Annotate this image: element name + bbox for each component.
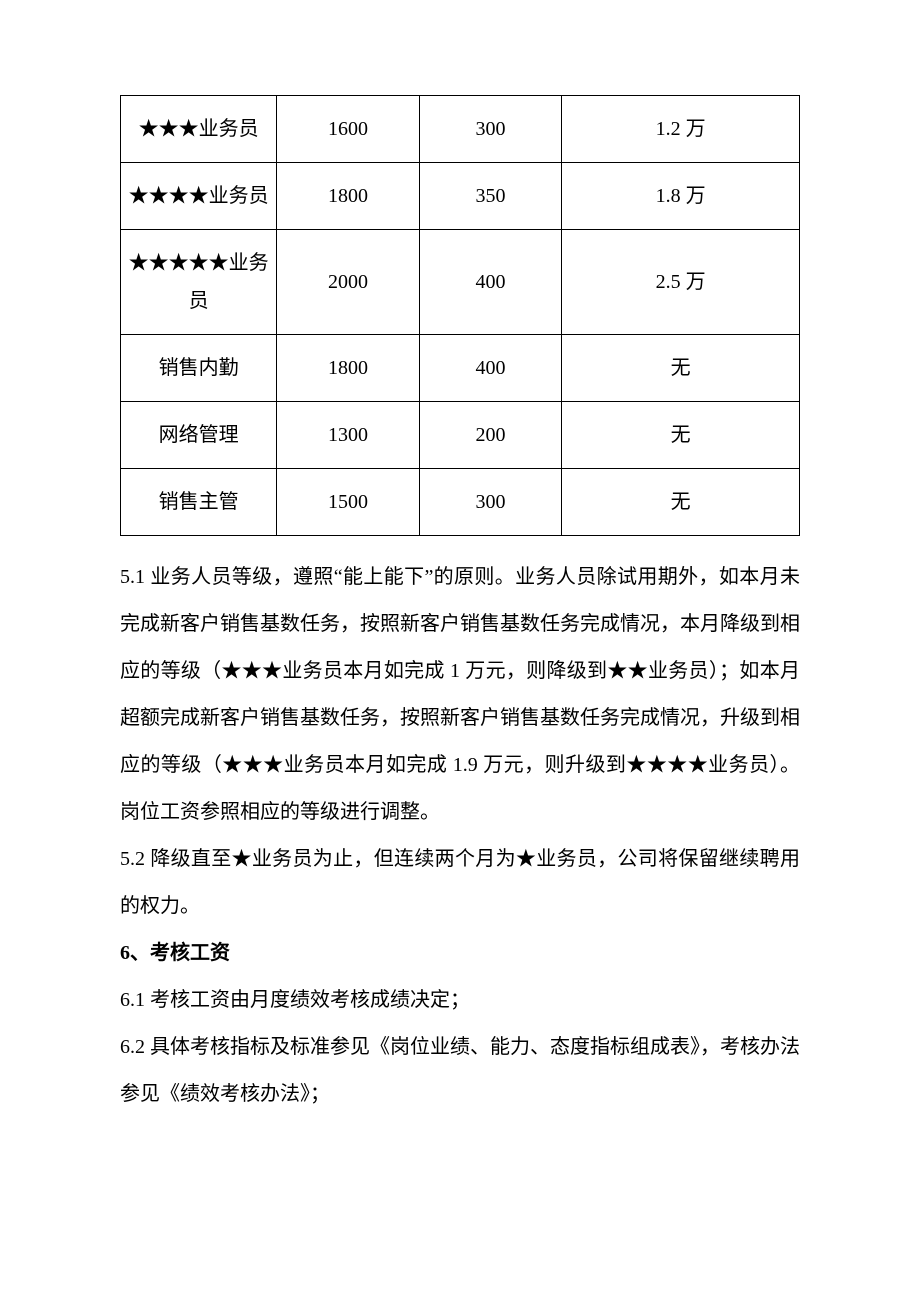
cell-value: 300 [419, 96, 562, 163]
cell-value: 1800 [277, 163, 420, 230]
salary-table: ★★★业务员 1600 300 1.2 万 ★★★★业务员 1800 350 1… [120, 95, 800, 536]
table-row: ★★★业务员 1600 300 1.2 万 [121, 96, 800, 163]
cell-value: 350 [419, 163, 562, 230]
paragraph-6-1: 6.1 考核工资由月度绩效考核成绩决定； [120, 977, 800, 1024]
cell-value: 2000 [277, 230, 420, 335]
cell-value: 2.5 万 [562, 230, 800, 335]
cell-value: 无 [562, 469, 800, 536]
cell-value: 300 [419, 469, 562, 536]
cell-position: 销售内勤 [121, 335, 277, 402]
cell-value: 1.8 万 [562, 163, 800, 230]
table-row: ★★★★★业务员 2000 400 2.5 万 [121, 230, 800, 335]
cell-value: 1500 [277, 469, 420, 536]
cell-value: 1800 [277, 335, 420, 402]
cell-value: 1600 [277, 96, 420, 163]
cell-value: 1.2 万 [562, 96, 800, 163]
heading-6: 6、考核工资 [120, 930, 800, 977]
paragraph-5-2: 5.2 降级直至★业务员为止，但连续两个月为★业务员，公司将保留继续聘用的权力。 [120, 836, 800, 930]
cell-value: 400 [419, 230, 562, 335]
cell-value: 无 [562, 335, 800, 402]
table-row: 网络管理 1300 200 无 [121, 402, 800, 469]
table-row: ★★★★业务员 1800 350 1.8 万 [121, 163, 800, 230]
table-row: 销售内勤 1800 400 无 [121, 335, 800, 402]
cell-position: ★★★★★业务员 [121, 230, 277, 335]
cell-value: 无 [562, 402, 800, 469]
paragraph-6-2: 6.2 具体考核指标及标准参见《岗位业绩、能力、态度指标组成表》，考核办法参见《… [120, 1024, 800, 1118]
cell-value: 200 [419, 402, 562, 469]
cell-value: 1300 [277, 402, 420, 469]
cell-position: ★★★业务员 [121, 96, 277, 163]
cell-position: 网络管理 [121, 402, 277, 469]
paragraph-5-1: 5.1 业务人员等级，遵照“能上能下”的原则。业务人员除试用期外，如本月未完成新… [120, 554, 800, 836]
cell-value: 400 [419, 335, 562, 402]
cell-position: 销售主管 [121, 469, 277, 536]
cell-position: ★★★★业务员 [121, 163, 277, 230]
document-page: ★★★业务员 1600 300 1.2 万 ★★★★业务员 1800 350 1… [0, 0, 920, 1302]
table-row: 销售主管 1500 300 无 [121, 469, 800, 536]
